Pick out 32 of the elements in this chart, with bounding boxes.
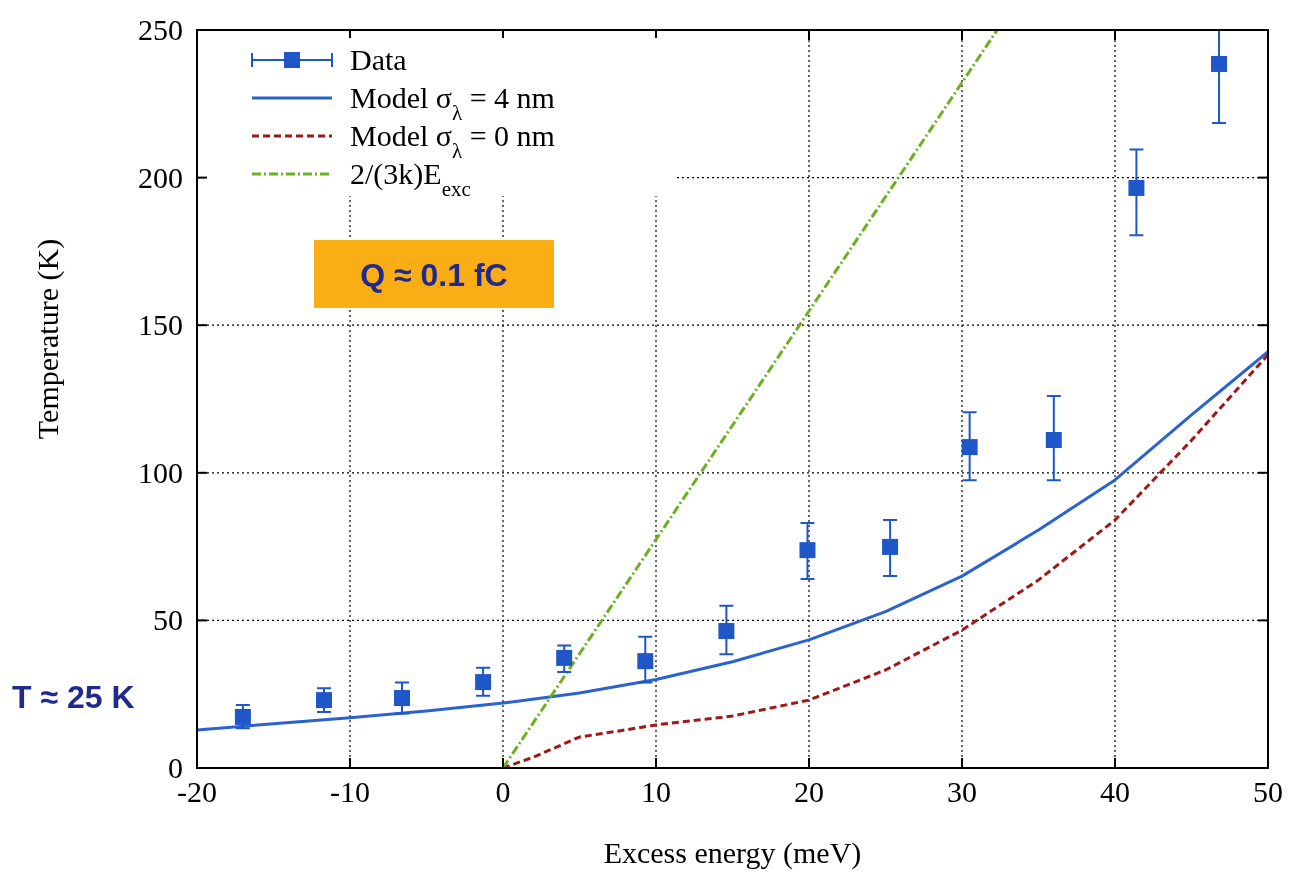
y-tick-label: 0: [168, 751, 183, 784]
legend-label: Data: [350, 43, 407, 76]
point: [1211, 55, 1228, 72]
x-tick-label: 30: [947, 775, 977, 808]
point: [394, 690, 411, 707]
point: [1128, 179, 1145, 196]
point: [637, 653, 654, 670]
point: [1045, 432, 1062, 449]
text: T ≈ 25 K: [12, 679, 135, 716]
point: [799, 542, 816, 559]
point: [315, 692, 332, 709]
x-tick-label: -10: [330, 775, 370, 808]
x-tick-label: 10: [641, 775, 671, 808]
x-axis-title: Excess energy (meV): [603, 836, 862, 870]
line-series: [197, 350, 1268, 732]
point: [718, 623, 735, 640]
point: [882, 538, 899, 555]
x-tick-label: 50: [1253, 775, 1283, 808]
annotation: Q ≈ 0.1 fC: [360, 257, 508, 293]
y-tick-label: 100: [138, 455, 183, 489]
x-tick-label: 20: [794, 775, 824, 808]
x-tick-label: 40: [1100, 775, 1130, 808]
y-tick-label: 50: [153, 603, 183, 637]
point: [234, 708, 251, 725]
x-tick-label: 0: [495, 775, 511, 808]
y-tick-label: 200: [138, 160, 183, 194]
y-tick-label: 150: [138, 308, 183, 342]
point: [475, 674, 492, 691]
point: [961, 439, 978, 456]
y-axis-title: Temperature (K): [31, 238, 65, 440]
point: [556, 649, 573, 666]
y-tick-label: 250: [138, 13, 183, 46]
